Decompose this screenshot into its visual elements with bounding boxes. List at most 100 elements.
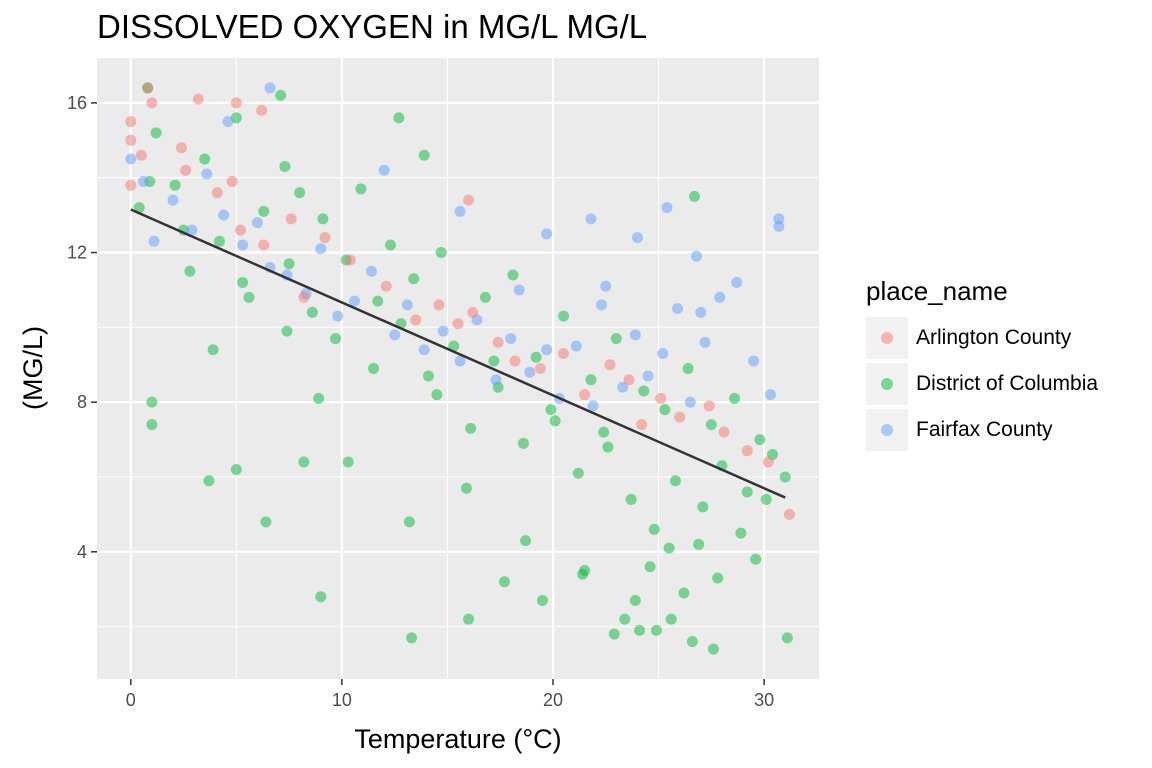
point-district-of-columbia — [741, 486, 753, 498]
point-district-of-columbia — [650, 624, 662, 636]
point-fairfax-county — [585, 213, 597, 225]
y-tick-label: 12 — [67, 243, 87, 263]
point-arlington-county — [142, 82, 154, 94]
point-district-of-columbia — [237, 276, 249, 288]
point-district-of-columbia — [368, 363, 380, 374]
point-district-of-columbia — [315, 591, 327, 603]
point-district-of-columbia — [279, 160, 291, 172]
legend-item-fairfax: Fairfax County — [866, 407, 1098, 453]
legend-item-district: District of Columbia — [866, 361, 1098, 407]
y-axis-title: (MG/L) — [18, 326, 48, 410]
point-fairfax-county — [642, 370, 654, 382]
point-fairfax-county — [454, 355, 466, 367]
point-district-of-columbia — [498, 576, 510, 588]
point-district-of-columbia — [729, 392, 741, 404]
data-points — [125, 82, 795, 655]
point-district-of-columbia — [150, 127, 162, 139]
point-district-of-columbia — [608, 628, 620, 640]
point-arlington-county — [741, 445, 753, 457]
point-district-of-columbia — [199, 153, 211, 165]
legend-key — [866, 317, 908, 359]
minor-gridlines — [97, 58, 819, 679]
point-district-of-columbia — [243, 291, 255, 303]
point-fairfax-county — [148, 235, 160, 247]
point-district-of-columbia — [408, 273, 420, 285]
point-arlington-county — [452, 318, 464, 330]
y-tick-label: 8 — [77, 392, 87, 412]
point-district-of-columbia — [634, 624, 646, 636]
point-district-of-columbia — [669, 475, 681, 487]
point-arlington-county — [180, 164, 192, 176]
point-fairfax-county — [389, 329, 401, 341]
point-fairfax-county — [365, 265, 377, 277]
point-district-of-columbia — [355, 183, 367, 195]
point-fairfax-county — [524, 366, 536, 378]
point-arlington-county — [579, 389, 591, 401]
legend-key — [866, 363, 908, 405]
point-district-of-columbia — [638, 385, 650, 397]
plot-panel — [97, 58, 819, 679]
point-district-of-columbia — [169, 179, 181, 191]
point-arlington-county — [410, 314, 422, 326]
point-district-of-columbia — [313, 392, 325, 404]
point-fairfax-county — [401, 299, 413, 311]
point-district-of-columbia — [393, 112, 405, 124]
point-fairfax-county — [378, 164, 390, 176]
point-arlington-county — [534, 363, 546, 374]
point-arlington-county — [783, 508, 795, 520]
point-fairfax-county — [691, 250, 703, 262]
point-arlington-county — [558, 348, 570, 360]
point-district-of-columbia — [610, 333, 622, 345]
point-district-of-columbia — [431, 389, 443, 401]
point-district-of-columbia — [682, 363, 694, 374]
point-arlington-county — [718, 426, 730, 438]
point-arlington-county — [175, 142, 187, 154]
point-fairfax-county — [349, 295, 361, 307]
point-arlington-county — [146, 97, 158, 109]
point-fairfax-county — [454, 205, 466, 217]
point-arlington-county — [135, 149, 147, 161]
point-district-of-columbia — [294, 187, 306, 199]
point-district-of-columbia — [342, 456, 354, 468]
point-arlington-county — [463, 194, 475, 206]
point-district-of-columbia — [275, 89, 287, 101]
point-district-of-columbia — [298, 456, 310, 468]
point-district-of-columbia — [448, 340, 460, 352]
point-fairfax-county — [541, 344, 553, 356]
point-district-of-columbia — [735, 527, 747, 539]
point-arlington-county — [285, 213, 297, 225]
point-district-of-columbia — [146, 396, 158, 408]
point-district-of-columbia — [133, 202, 145, 214]
point-district-of-columbia — [648, 523, 660, 535]
point-fairfax-county — [631, 232, 643, 244]
point-district-of-columbia — [406, 632, 418, 644]
point-arlington-county — [509, 355, 521, 367]
point-fairfax-county — [699, 336, 711, 348]
point-fairfax-county — [695, 306, 707, 318]
point-district-of-columbia — [260, 516, 272, 528]
point-district-of-columbia — [463, 613, 475, 625]
x-axis-title: Temperature (°C) — [354, 724, 561, 754]
point-district-of-columbia — [230, 112, 242, 124]
point-fairfax-county — [315, 243, 327, 255]
legend-label: Arlington County — [916, 326, 1072, 349]
point-district-of-columbia — [488, 355, 500, 367]
point-district-of-columbia — [644, 561, 656, 573]
point-arlington-county — [604, 359, 616, 371]
point-district-of-columbia — [598, 426, 610, 438]
trend-line-group — [130, 208, 786, 499]
point-district-of-columbia — [465, 422, 477, 434]
point-district-of-columbia — [678, 587, 690, 599]
point-district-of-columbia — [625, 493, 637, 505]
point-arlington-county — [256, 104, 268, 116]
point-fairfax-county — [773, 213, 785, 225]
point-arlington-county — [380, 280, 392, 292]
point-arlington-county — [492, 336, 504, 348]
point-fairfax-county — [201, 168, 213, 180]
point-district-of-columbia — [558, 310, 570, 322]
point-district-of-columbia — [517, 437, 529, 449]
point-arlington-county — [226, 175, 238, 187]
point-arlington-county — [623, 374, 635, 386]
point-district-of-columbia — [536, 594, 548, 606]
